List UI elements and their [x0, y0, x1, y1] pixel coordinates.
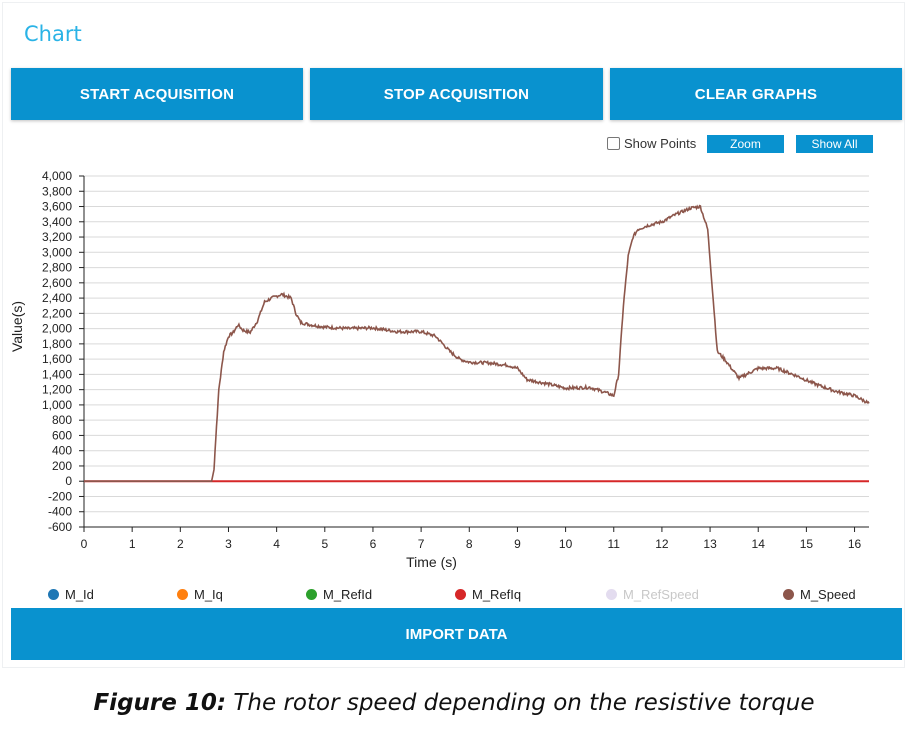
- zoom-button[interactable]: Zoom: [707, 135, 784, 153]
- figure-caption: Figure 10: The rotor speed depending on …: [0, 690, 908, 716]
- legend-item-m-refiq[interactable]: M_RefIq: [455, 587, 521, 602]
- x-tick-label: 1: [129, 537, 136, 551]
- y-tick-label: 1,600: [42, 352, 72, 366]
- y-tick-label: 800: [52, 413, 72, 427]
- legend-item-m-iq[interactable]: M_Iq: [177, 587, 223, 602]
- x-tick-label: 6: [370, 537, 377, 551]
- axes: [83, 176, 869, 528]
- y-tick-label: -400: [48, 505, 72, 519]
- y-tick-label: 2,200: [42, 306, 72, 320]
- y-tick-label: 2,800: [42, 261, 72, 275]
- show-points-toggle[interactable]: Show Points: [607, 136, 696, 151]
- x-tick-label: 8: [466, 537, 473, 551]
- y-tick-label: -200: [48, 489, 72, 503]
- x-tick-label: 7: [418, 537, 425, 551]
- legend-label: M_RefIq: [472, 587, 522, 602]
- series-lines: [84, 204, 870, 483]
- y-tick-label: 2,400: [42, 291, 72, 305]
- import-data-button[interactable]: IMPORT DATA: [11, 608, 902, 660]
- y-tick-label: 4,000: [42, 169, 72, 183]
- y-tick-label: 600: [52, 428, 72, 442]
- legend-item-m-refid[interactable]: M_RefId: [306, 587, 372, 602]
- x-tick-label: 3: [225, 537, 232, 551]
- y-tick-label: 3,400: [42, 215, 72, 229]
- x-axis-label: Time (s): [406, 554, 457, 570]
- y-tick-label: 3,800: [42, 184, 72, 198]
- legend-label: M_RefId: [323, 587, 373, 602]
- x-axis-ticks: 0 1 2 3 4 5 6 7 8 9 10 11 12 13 14 15 16: [81, 527, 862, 551]
- legend-dot-icon: [48, 589, 59, 600]
- x-tick-label: 12: [655, 537, 669, 551]
- y-tick-label: -600: [48, 520, 72, 534]
- grid-lines: [84, 175, 869, 528]
- show-points-checkbox[interactable]: [607, 137, 620, 150]
- start-acquisition-button[interactable]: START ACQUISITION: [11, 68, 303, 120]
- legend-label: M_RefSpeed: [623, 587, 699, 602]
- y-tick-label: 2,000: [42, 322, 72, 336]
- line-chart[interactable]: -600-400-20002004006008001,0001,2001,400…: [0, 160, 908, 580]
- legend-dot-icon: [783, 589, 794, 600]
- y-tick-label: 1,000: [42, 398, 72, 412]
- x-tick-label: 10: [559, 537, 573, 551]
- y-tick-label: 3,600: [42, 200, 72, 214]
- figure-caption-label: Figure 10:: [93, 690, 227, 716]
- legend-label: M_Id: [65, 587, 94, 602]
- stop-acquisition-button[interactable]: STOP ACQUISITION: [310, 68, 603, 120]
- legend-dot-icon: [606, 589, 617, 600]
- figure-caption-text: The rotor speed depending on the resisti…: [226, 690, 815, 716]
- x-tick-label: 14: [752, 537, 766, 551]
- panel-title: Chart: [24, 22, 82, 46]
- legend-dot-icon: [177, 589, 188, 600]
- x-tick-label: 15: [800, 537, 814, 551]
- y-tick-label: 400: [52, 444, 72, 458]
- x-tick-label: 9: [514, 537, 521, 551]
- y-tick-label: 2,600: [42, 276, 72, 290]
- x-tick-label: 0: [81, 537, 88, 551]
- x-tick-label: 2: [177, 537, 184, 551]
- legend-item-m-refspeed[interactable]: M_RefSpeed: [606, 587, 699, 602]
- legend-item-m-speed[interactable]: M_Speed: [783, 587, 856, 602]
- legend-label: M_Speed: [800, 587, 856, 602]
- legend-dot-icon: [455, 589, 466, 600]
- legend-item-m-id[interactable]: M_Id: [48, 587, 94, 602]
- y-tick-label: 1,800: [42, 337, 72, 351]
- y-tick-label: 3,200: [42, 230, 72, 244]
- legend-label: M_Iq: [194, 587, 223, 602]
- show-all-button[interactable]: Show All: [796, 135, 873, 153]
- x-tick-label: 16: [848, 537, 862, 551]
- y-axis-label: Value(s): [9, 301, 25, 352]
- y-tick-label: 3,000: [42, 245, 72, 259]
- x-tick-label: 13: [703, 537, 717, 551]
- show-points-label: Show Points: [624, 136, 697, 151]
- clear-graphs-button[interactable]: CLEAR GRAPHS: [610, 68, 902, 120]
- series-line-m-speed: [84, 204, 870, 483]
- x-tick-label: 4: [273, 537, 280, 551]
- x-tick-label: 5: [321, 537, 328, 551]
- legend-dot-icon: [306, 589, 317, 600]
- y-tick-label: 1,200: [42, 383, 72, 397]
- x-tick-label: 11: [608, 537, 621, 551]
- y-tick-label: 200: [52, 459, 72, 473]
- y-tick-label: 1,400: [42, 367, 72, 381]
- y-tick-label: 0: [65, 474, 72, 488]
